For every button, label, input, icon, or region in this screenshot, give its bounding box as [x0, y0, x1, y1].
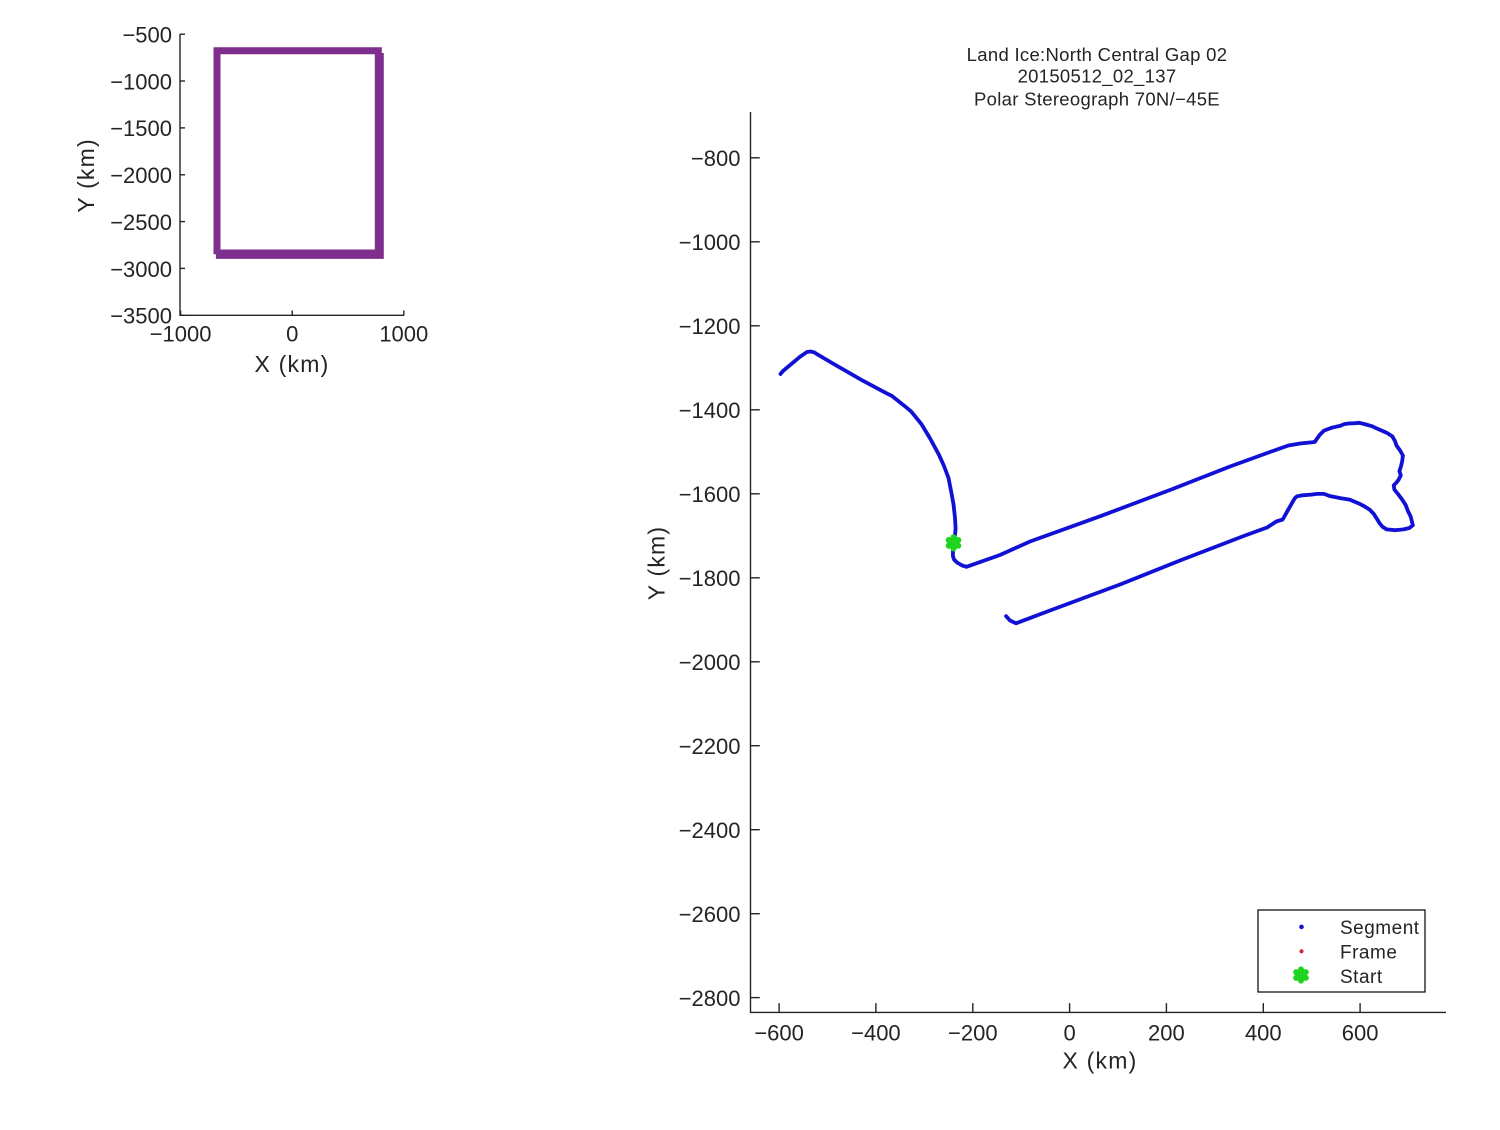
svg-text:1000: 1000: [379, 322, 428, 347]
svg-text:−2600: −2600: [679, 902, 741, 927]
svg-text:−200: −200: [948, 1020, 998, 1045]
svg-text:200: 200: [1148, 1020, 1185, 1045]
svg-text:X (km): X (km): [1063, 1048, 1138, 1074]
svg-text:−2000: −2000: [679, 650, 741, 675]
svg-text:−1400: −1400: [679, 398, 741, 423]
svg-text:−2500: −2500: [110, 210, 172, 235]
svg-text:20150512_02_137: 20150512_02_137: [1018, 65, 1177, 87]
svg-text:600: 600: [1342, 1020, 1379, 1045]
svg-text:−1000: −1000: [110, 69, 172, 94]
svg-text:Y (km): Y (km): [73, 138, 99, 213]
svg-text:−500: −500: [122, 23, 172, 48]
svg-text:0: 0: [1063, 1020, 1075, 1045]
svg-text:−2200: −2200: [679, 734, 741, 759]
svg-text:−2000: −2000: [110, 163, 172, 188]
svg-text:X (km): X (km): [255, 351, 330, 377]
svg-text:Polar Stereograph 70N/−45E: Polar Stereograph 70N/−45E: [974, 89, 1220, 110]
svg-text:−1800: −1800: [679, 566, 741, 591]
svg-text:Y (km): Y (km): [644, 526, 670, 601]
svg-text:−1000: −1000: [679, 230, 741, 255]
svg-text:Frame: Frame: [1340, 942, 1397, 963]
svg-text:−1200: −1200: [679, 314, 741, 339]
svg-text:0: 0: [286, 322, 298, 347]
svg-text:−600: −600: [754, 1020, 804, 1045]
svg-text:−2800: −2800: [679, 986, 741, 1011]
svg-text:−3000: −3000: [110, 257, 172, 282]
svg-text:−800: −800: [691, 146, 741, 171]
svg-text:−1000: −1000: [150, 322, 212, 347]
svg-text:400: 400: [1245, 1020, 1282, 1045]
svg-text:Segment: Segment: [1340, 918, 1420, 939]
svg-text:−2400: −2400: [679, 818, 741, 843]
svg-text:Land Ice:North Central Gap 02: Land Ice:North Central Gap 02: [967, 44, 1228, 65]
svg-text:−1600: −1600: [679, 482, 741, 507]
svg-text:−1500: −1500: [110, 116, 172, 141]
svg-text:−400: −400: [851, 1020, 901, 1045]
svg-text:−3500: −3500: [110, 304, 172, 329]
svg-text:Start: Start: [1340, 967, 1383, 988]
